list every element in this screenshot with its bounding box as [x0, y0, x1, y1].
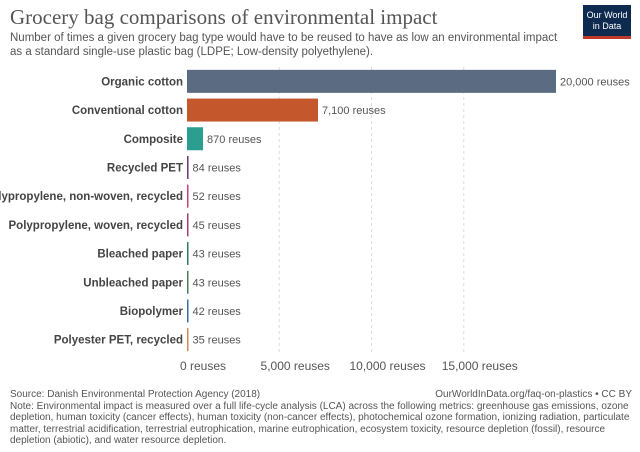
- bar[interactable]: [187, 155, 189, 179]
- value-label: 43 reuses: [193, 277, 242, 289]
- license-link[interactable]: OurWorldInData.org/faq-on-plastics • CC …: [435, 389, 632, 400]
- category-label: Unbleached paper: [83, 277, 183, 289]
- x-tick-label: 10,000 reuses: [349, 359, 425, 373]
- category-label: Bleached paper: [97, 249, 183, 261]
- logo-line-1: Our World: [586, 10, 628, 20]
- x-tick-label: 0 reuses: [180, 359, 226, 373]
- value-label: 84 reuses: [193, 162, 242, 174]
- value-label: 45 reuses: [193, 220, 242, 232]
- x-tick-label: 5,000 reuses: [261, 359, 330, 373]
- source-text: Source: Danish Environmental Protection …: [10, 389, 261, 400]
- owid-logo[interactable]: Our World in Data: [583, 5, 631, 39]
- bar-chart: Organic cotton 20,000 reuses Conventional …: [0, 67, 630, 373]
- x-tick-label: 15,000 reuses: [442, 359, 518, 373]
- bar[interactable]: [187, 213, 189, 237]
- bar[interactable]: [187, 299, 189, 323]
- value-label: 35 reuses: [193, 335, 242, 347]
- value-label: 43 reuses: [193, 249, 242, 261]
- chart-title: Grocery bag comparisons of environmental…: [10, 5, 438, 29]
- bar[interactable]: [187, 270, 189, 294]
- category-label: Composite: [124, 134, 183, 146]
- category-label: Polypropylene, non-woven, recycled: [0, 191, 183, 203]
- category-label: Polyester PET, recycled: [54, 335, 183, 347]
- bar[interactable]: [187, 69, 556, 93]
- bar[interactable]: [187, 98, 318, 122]
- bar[interactable]: [187, 184, 189, 208]
- note-text: Note: Environmental impact is measured o…: [10, 401, 630, 446]
- value-label: 20,000 reuses: [560, 76, 630, 88]
- category-label: Recycled PET: [107, 162, 183, 174]
- category-label: Biopolymer: [120, 306, 184, 318]
- category-label: Polypropylene, woven, recycled: [9, 220, 183, 232]
- value-label: 42 reuses: [193, 306, 242, 318]
- value-label: 52 reuses: [193, 191, 242, 203]
- logo-line-2: in Data: [592, 21, 622, 31]
- value-label: 7,100 reuses: [322, 105, 386, 117]
- category-label: Conventional cotton: [72, 105, 183, 117]
- bar[interactable]: [187, 127, 204, 151]
- value-label: 870 reuses: [207, 134, 262, 146]
- bar[interactable]: [187, 242, 189, 266]
- category-label: Organic cotton: [101, 76, 183, 88]
- bar[interactable]: [187, 328, 189, 352]
- chart-subtitle: Number of times a given grocery bag type…: [10, 32, 558, 58]
